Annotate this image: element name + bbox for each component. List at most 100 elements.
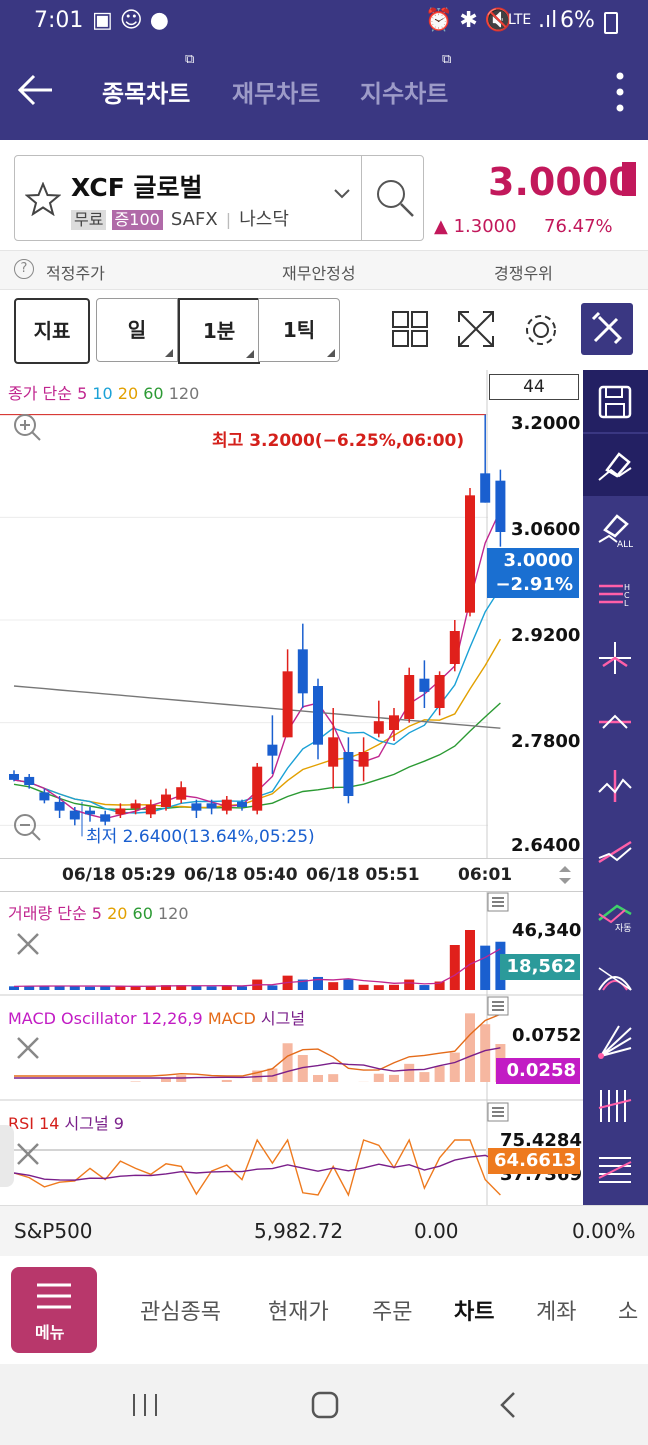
status-time: 7:01 bbox=[34, 8, 84, 33]
home-icon[interactable] bbox=[310, 1390, 340, 1420]
tag-safx: SAFX bbox=[170, 209, 218, 230]
toolbar-peak[interactable] bbox=[583, 690, 648, 752]
price-bar bbox=[622, 162, 636, 196]
chevron-down-icon[interactable] bbox=[333, 188, 351, 200]
tab-finance-chart[interactable]: 재무차트 bbox=[232, 80, 321, 108]
macd-osc-bar bbox=[389, 1074, 399, 1082]
toolbar-fibo-arc[interactable] bbox=[583, 946, 648, 1008]
nav-more[interactable]: 소 bbox=[618, 1300, 639, 1325]
toolbar-horizontal[interactable] bbox=[583, 1138, 648, 1200]
volume-bar bbox=[85, 986, 95, 990]
macd-tick: 0.0752 bbox=[512, 1025, 582, 1046]
nav-order[interactable]: 주문 bbox=[372, 1300, 413, 1325]
chart-svg[interactable] bbox=[0, 370, 583, 1205]
favorite-star-icon[interactable] bbox=[25, 182, 61, 216]
tab-badge-icon: ⧉ bbox=[185, 52, 195, 67]
fair-price-link[interactable]: 적정주가 bbox=[46, 264, 105, 283]
tab-index-chart[interactable]: 지수차트 bbox=[360, 80, 449, 108]
period-tick-button[interactable]: 1틱 bbox=[258, 298, 340, 362]
recent-apps-icon[interactable] bbox=[130, 1390, 160, 1420]
volume-bar bbox=[297, 979, 308, 990]
period-day-label: 일 bbox=[127, 318, 147, 342]
macd-osc-bar bbox=[313, 1074, 323, 1082]
notification-icons: ▣ ☺ ● bbox=[92, 8, 169, 33]
toolbar-trend[interactable] bbox=[583, 818, 648, 880]
help-icon[interactable]: ? bbox=[14, 259, 34, 279]
macd-legend-osc: MACD Oscillator 12,26,9 bbox=[8, 1009, 203, 1028]
volume-bar bbox=[343, 979, 354, 990]
nav-watchlist[interactable]: 관심종목 bbox=[140, 1300, 221, 1325]
x-tick-0: 06/18 05:29 bbox=[62, 865, 176, 885]
tag-margin: 증100 bbox=[111, 210, 163, 230]
bottom-nav: 메뉴 관심종목 현재가 주문 차트 계좌 소 bbox=[0, 1256, 648, 1364]
toolbar-auto-trend[interactable]: 자동 bbox=[583, 882, 648, 944]
close-rsi-icon[interactable] bbox=[14, 1140, 42, 1168]
rsi-menu-icon[interactable] bbox=[487, 1102, 509, 1122]
search-icon[interactable] bbox=[375, 178, 415, 218]
nav-chart[interactable]: 차트 bbox=[454, 1300, 495, 1325]
system-nav-bar bbox=[0, 1364, 648, 1445]
layout-grid-icon[interactable] bbox=[391, 310, 429, 348]
fan-line-icon bbox=[598, 1025, 632, 1059]
candle-body bbox=[282, 671, 293, 738]
macd-osc-bar bbox=[282, 1043, 293, 1082]
y-tick-4: 2.6400 bbox=[511, 835, 581, 856]
tab-stock-chart[interactable]: 종목차트 bbox=[102, 80, 191, 108]
toolbar-eraser[interactable] bbox=[583, 434, 648, 496]
volume-bar bbox=[39, 985, 50, 990]
stability-link[interactable]: 재무안정성 bbox=[282, 264, 356, 283]
battery-icon bbox=[604, 12, 618, 34]
candle-body bbox=[389, 715, 399, 730]
toolbar-fan[interactable] bbox=[583, 1010, 648, 1072]
drawing-tools-button[interactable] bbox=[581, 303, 633, 355]
volume-legend-label: 거래량 단순 bbox=[8, 904, 87, 923]
toolbar-cross[interactable] bbox=[583, 626, 648, 688]
toolbar-save[interactable] bbox=[583, 370, 648, 432]
toolbar-vertical[interactable] bbox=[583, 1074, 648, 1136]
index-ticker[interactable]: S&P500 5,982.72 0.00 0.00% bbox=[0, 1205, 648, 1256]
zoom-out-icon[interactable] bbox=[12, 812, 42, 842]
stock-selector[interactable]: XCF 글로벌 무료 증100 SAFX | 나스닥 bbox=[14, 155, 424, 241]
high-label: 최고 3.2000(−6.25%,06:00) bbox=[212, 431, 465, 451]
candle-body bbox=[206, 803, 217, 809]
cross-line-icon bbox=[599, 642, 631, 674]
more-menu-icon[interactable] bbox=[612, 70, 628, 114]
chart-area[interactable] bbox=[0, 370, 583, 1205]
toolbar-valley[interactable] bbox=[583, 754, 648, 816]
volume-bar bbox=[115, 986, 126, 990]
zoom-in-icon[interactable] bbox=[12, 412, 42, 442]
back-nav-icon[interactable] bbox=[496, 1390, 520, 1420]
volume-bar bbox=[176, 985, 187, 990]
legend-ma5: 5 bbox=[77, 384, 88, 403]
period-tick-label: 1틱 bbox=[282, 318, 316, 342]
close-volume-icon[interactable] bbox=[14, 930, 42, 958]
volume-bar bbox=[449, 945, 460, 990]
volume-bar bbox=[24, 985, 35, 990]
volume-menu-icon[interactable] bbox=[487, 892, 509, 912]
nav-account[interactable]: 계좌 bbox=[536, 1300, 577, 1325]
edge-panel-handle[interactable] bbox=[0, 1125, 14, 1187]
indicator-button[interactable]: 지표 bbox=[14, 298, 90, 364]
macd-osc-bar bbox=[404, 1063, 415, 1082]
ticker-change: 0.00 bbox=[414, 1219, 459, 1243]
volume-bar bbox=[161, 985, 171, 990]
volume-bar bbox=[434, 981, 445, 990]
settings-gear-icon[interactable] bbox=[522, 311, 560, 349]
candle-body bbox=[343, 752, 354, 796]
count-box[interactable]: 44 bbox=[489, 374, 579, 400]
close-macd-icon[interactable] bbox=[14, 1034, 42, 1062]
macd-current-tag: 0.0258 bbox=[496, 1058, 580, 1084]
nav-quote[interactable]: 현재가 bbox=[268, 1300, 329, 1325]
fullscreen-icon[interactable] bbox=[456, 309, 496, 349]
macd-menu-icon[interactable] bbox=[487, 996, 509, 1016]
period-day-button[interactable]: 일 bbox=[96, 298, 178, 362]
toolbar-eraser-all[interactable]: ALL bbox=[583, 498, 648, 560]
volume-bar bbox=[54, 985, 65, 990]
menu-button[interactable]: 메뉴 bbox=[11, 1267, 97, 1353]
scroll-updown-icon[interactable] bbox=[556, 863, 574, 887]
back-arrow-icon[interactable] bbox=[16, 72, 56, 108]
competitive-link[interactable]: 경쟁우위 bbox=[494, 264, 553, 283]
volume-bar bbox=[267, 985, 278, 990]
period-minute-button[interactable]: 1분 bbox=[178, 298, 260, 364]
